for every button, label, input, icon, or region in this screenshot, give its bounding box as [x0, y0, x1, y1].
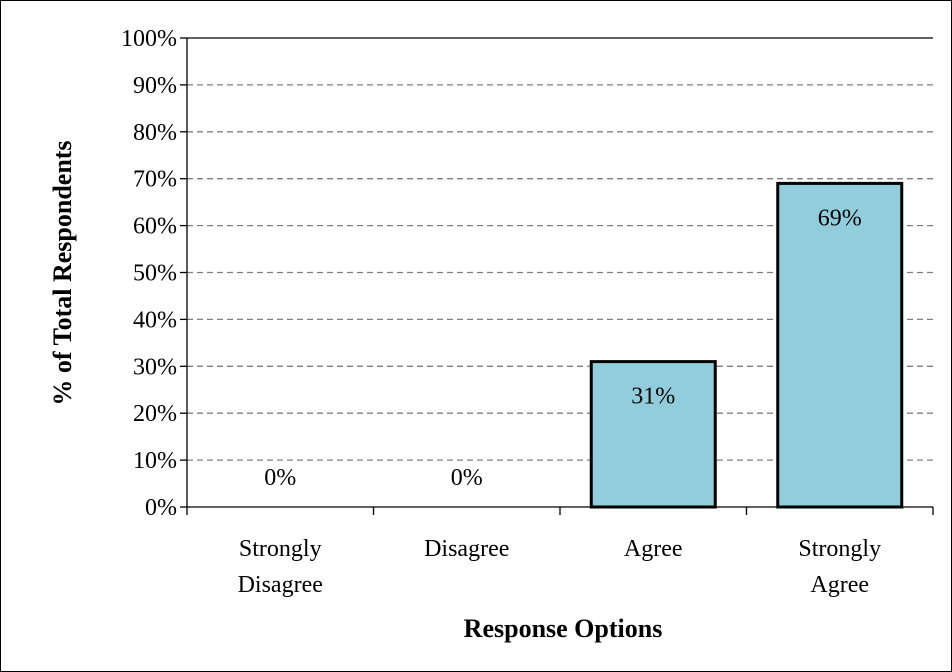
x-category-label: Agree: [624, 536, 683, 562]
data-label: 0%: [451, 465, 483, 491]
data-label: 31%: [631, 384, 675, 410]
y-tick-label: 70%: [133, 167, 177, 193]
data-label: 69%: [818, 205, 862, 231]
x-axis-title: Response Options: [464, 614, 663, 643]
x-category-label: Disagree: [238, 572, 323, 598]
y-axis-title: % of Total Respondents: [48, 140, 77, 405]
y-tick-label: 100%: [121, 26, 177, 52]
bar: [589, 360, 717, 509]
y-tick-label: 50%: [133, 261, 177, 287]
y-tick-label: 40%: [133, 307, 177, 333]
axes: [180, 37, 934, 515]
y-tick-label: 80%: [133, 120, 177, 146]
data-labels: 0% 0% 31% 69%: [264, 205, 862, 491]
y-tick-label: 30%: [133, 354, 177, 380]
bars: [589, 181, 904, 509]
bar: [776, 181, 904, 509]
y-tick-label: 10%: [133, 448, 177, 474]
data-label: 0%: [264, 465, 296, 491]
y-tick-label: 90%: [133, 73, 177, 99]
x-category-labels: Strongly Disagree Disagree Agree Strongly Agr…: [238, 536, 881, 598]
y-tick-label: 0%: [145, 495, 177, 521]
y-tick-label: 60%: [133, 214, 177, 240]
gridlines: [187, 84, 933, 461]
y-tick-labels: 0% 10% 20% 30% 40% 50% 60% 70% 80% 90% 100%: [121, 26, 177, 521]
y-tick-label: 20%: [133, 401, 177, 427]
x-category-label: Agree: [810, 572, 869, 598]
x-category-label: Strongly: [798, 536, 881, 562]
x-category-label: Disagree: [424, 536, 509, 562]
x-category-label: Strongly: [239, 536, 322, 562]
